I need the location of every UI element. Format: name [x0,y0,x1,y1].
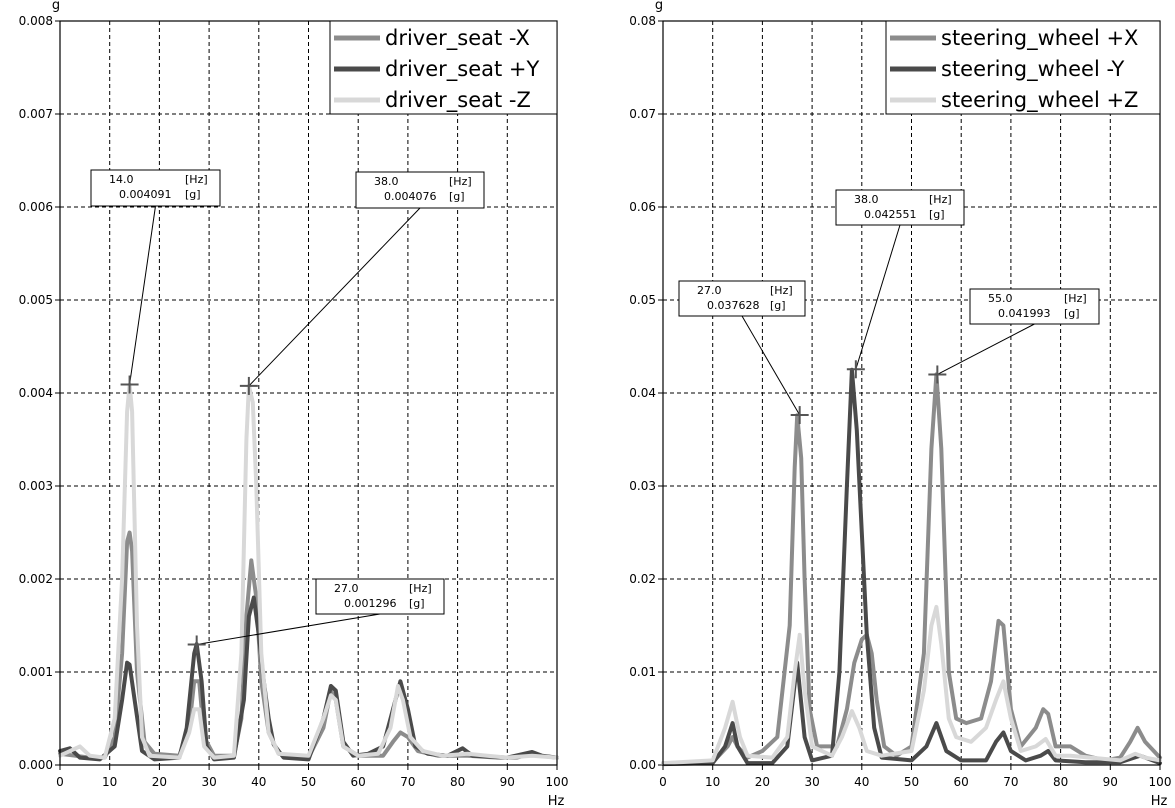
annotation-frequency: 14.0 [109,173,134,186]
annotation-leader-line [248,207,421,387]
annotation-amplitude-unit: [g] [770,299,786,312]
x-tick-label: 10 [705,775,720,789]
x-tick-label: 90 [500,775,515,789]
legend-label: driver_seat -X [385,26,530,51]
y-tick-label: 0.03 [629,479,656,493]
x-tick-label: 70 [400,775,415,789]
legend-label: steering_wheel -Y [941,57,1125,82]
y-tick-label: 0.07 [629,107,656,121]
annotation-frequency-unit: [Hz] [185,173,208,186]
annotation-frequency-unit: [Hz] [929,193,952,206]
annotation-frequency-unit: [Hz] [770,284,793,297]
annotation-frequency-unit: [Hz] [409,582,432,595]
legend-label: steering_wheel +X [941,26,1138,51]
x-tick-label: 30 [804,775,819,789]
annotation-amplitude: 0.041993 [998,307,1051,320]
y-tick-label: 0.006 [19,200,53,214]
annotation-box [678,280,806,317]
annotation-frequency: 55.0 [988,292,1013,305]
x-tick-label: 70 [1003,775,1018,789]
annotation-leader-line [129,205,156,385]
annotation-amplitude-unit: [g] [185,188,201,201]
x-tick-label: 10 [102,775,117,789]
annotation-frequency: 27.0 [697,284,722,297]
x-tick-label: 20 [152,775,167,789]
x-tick-label: 40 [854,775,869,789]
x-tick-label: 60 [954,775,969,789]
legend-label: steering_wheel +Z [941,88,1138,113]
y-tick-label: 0.06 [629,200,656,214]
x-tick-label: 80 [450,775,465,789]
x-tick-label: 40 [251,775,266,789]
y-tick-label: 0.001 [19,665,53,679]
annotation-frequency: 38.0 [374,175,399,188]
annotation-box [355,171,485,209]
y-tick-label: 0.005 [19,293,53,307]
x-axis-unit-label: Hz [1151,794,1168,808]
y-tick-label: 0.08 [629,14,656,28]
series-line-2 [661,367,1162,767]
annotation-box [90,169,221,207]
y-tick-label: 0.004 [19,386,53,400]
series-line-1 [661,372,1162,766]
annotation-amplitude-unit: [g] [1064,307,1080,320]
y-tick-label: 0.000 [19,758,53,772]
y-tick-label: 0.01 [629,665,656,679]
annotation-frequency-unit: [Hz] [449,175,472,188]
y-axis-unit-label: g [655,0,663,13]
x-tick-label: 100 [546,775,569,789]
annotation-amplitude-unit: [g] [449,190,465,203]
annotation-leader-line [855,224,901,370]
annotation-frequency: 38.0 [854,193,879,206]
annotation-box [315,578,445,615]
annotation-amplitude-unit: [g] [409,597,425,610]
annotation-box [835,189,965,226]
series-line-3 [58,382,559,760]
legend-label: driver_seat +Y [385,57,540,82]
x-tick-label: 90 [1103,775,1118,789]
y-tick-label: 0.007 [19,107,53,121]
plot-frame [59,20,558,766]
y-tick-label: 0.008 [19,14,53,28]
x-axis-unit-label: Hz [548,794,565,808]
chart-panel-2: 0 10 20 30 40 50 60 70 80 90 100 0.00 0.01 0.02 0.03 0.… [629,0,1171,808]
y-tick-label: 0.04 [629,386,656,400]
annotation-amplitude: 0.042551 [864,208,917,221]
x-tick-label: 30 [201,775,216,789]
annotation-amplitude-unit: [g] [929,208,945,221]
y-tick-label: 0.003 [19,479,53,493]
annotation-leader-line [741,315,801,416]
y-axis-unit-label: g [52,0,60,13]
annotation-amplitude: 0.004091 [119,188,172,201]
annotation-leader-line [196,613,381,645]
annotation-amplitude: 0.037628 [707,299,760,312]
x-tick-label: 0 [659,775,667,789]
x-tick-label: 100 [1149,775,1172,789]
legend-label: driver_seat -Z [385,88,531,113]
x-tick-label: 50 [301,775,316,789]
x-tick-label: 20 [755,775,770,789]
annotation-amplitude: 0.001296 [344,597,397,610]
chart-panel-1: 0 10 20 30 40 50 60 70 80 90 100 0.000 0.001 0.002 0.0… [19,0,569,808]
annotation-box [969,288,1100,325]
annotation-leader-line [937,323,1035,375]
series-line-3 [661,604,1162,766]
x-tick-label: 0 [56,775,64,789]
x-tick-label: 60 [351,775,366,789]
annotation-amplitude: 0.004076 [384,190,437,203]
annotation-frequency-unit: [Hz] [1064,292,1087,305]
x-tick-label: 80 [1053,775,1068,789]
annotation-frequency: 27.0 [334,582,359,595]
y-tick-label: 0.05 [629,293,656,307]
y-tick-label: 0.00 [629,758,656,772]
y-tick-label: 0.002 [19,572,53,586]
x-tick-label: 50 [904,775,919,789]
y-tick-label: 0.02 [629,572,656,586]
